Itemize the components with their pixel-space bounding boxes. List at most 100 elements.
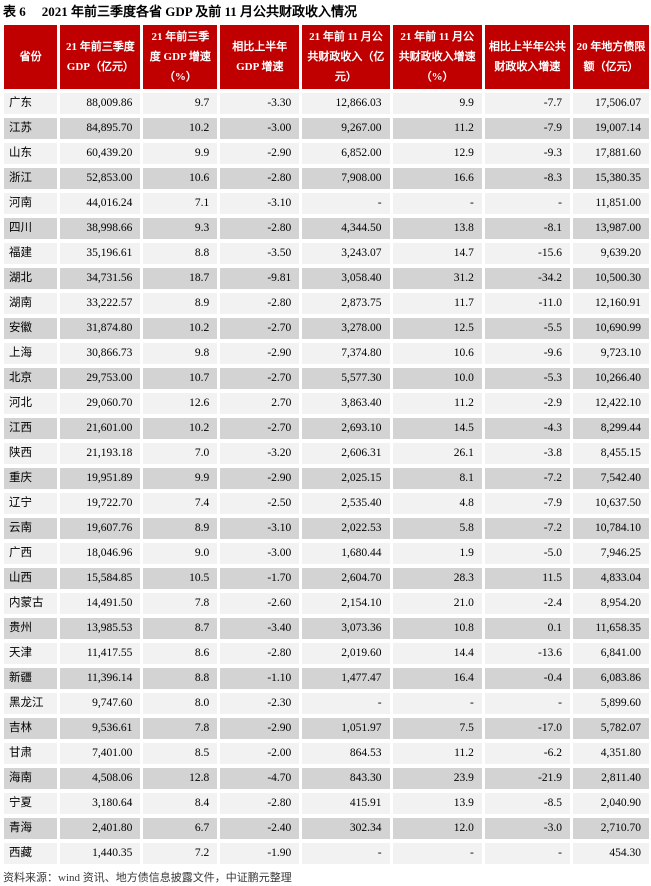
value-cell: 10,784.10 <box>573 518 649 539</box>
value-cell: 1,477.47 <box>302 668 390 689</box>
value-cell: 9.9 <box>143 468 218 489</box>
province-cell: 安徽 <box>4 318 58 339</box>
table-row: 吉林 9,536.61 7.8 -2.90 1,051.97 7.5 -17.0 5,782.… <box>4 718 649 739</box>
value-cell: 3,073.36 <box>302 618 390 639</box>
value-cell: -5.0 <box>484 543 570 564</box>
value-cell: 7,908.00 <box>302 168 390 189</box>
value-cell: 8.7 <box>143 618 218 639</box>
value-cell: -3.0 <box>484 818 570 839</box>
value-cell: 35,196.61 <box>60 243 141 264</box>
province-cell: 河南 <box>4 193 58 214</box>
value-cell: 12.8 <box>143 768 218 789</box>
value-cell: 10.8 <box>392 618 482 639</box>
value-cell: 7.8 <box>143 718 218 739</box>
value-cell: -7.2 <box>484 468 570 489</box>
value-cell: 12.0 <box>392 818 482 839</box>
value-cell: 9,267.00 <box>302 118 390 139</box>
column-header-6: 相比上半年公共财政收入增速 <box>484 25 570 89</box>
province-cell: 四川 <box>4 218 58 239</box>
table-row: 重庆 19,951.89 9.9 -2.90 2,025.15 8.1 -7.2 7,542.… <box>4 468 649 489</box>
value-cell: 8,455.15 <box>573 443 649 464</box>
value-cell: 11,396.14 <box>60 668 141 689</box>
table-row: 北京 29,753.00 10.7 -2.70 5,577.30 10.0 -5.3 10,2… <box>4 368 649 389</box>
value-cell: -15.6 <box>484 243 570 264</box>
value-cell: 10.2 <box>143 118 218 139</box>
value-cell: 8.8 <box>143 668 218 689</box>
value-cell: -3.40 <box>220 618 300 639</box>
value-cell: 19,607.76 <box>60 518 141 539</box>
value-cell: 2,535.40 <box>302 493 390 514</box>
value-cell: 7,401.00 <box>60 743 141 764</box>
value-cell: 6.7 <box>143 818 218 839</box>
value-cell: 2,401.80 <box>60 818 141 839</box>
value-cell: 14.4 <box>392 643 482 664</box>
value-cell: 15,584.85 <box>60 568 141 589</box>
value-cell: -34.2 <box>484 268 570 289</box>
value-cell: -7.9 <box>484 493 570 514</box>
value-cell: -17.0 <box>484 718 570 739</box>
value-cell: -3.8 <box>484 443 570 464</box>
value-cell: 28.3 <box>392 568 482 589</box>
value-cell: 12.6 <box>143 393 218 414</box>
value-cell: 2,019.60 <box>302 643 390 664</box>
value-cell: 454.30 <box>573 843 649 864</box>
value-cell: 13.9 <box>392 793 482 814</box>
value-cell: 2,154.10 <box>302 593 390 614</box>
table-header-row: 省份 21 年前三季度 GDP（亿元） 21 年前三季度 GDP 增速（%） 相比上半… <box>4 25 649 89</box>
value-cell: 3,058.40 <box>302 268 390 289</box>
value-cell: -2.40 <box>220 818 300 839</box>
value-cell: 16.6 <box>392 168 482 189</box>
value-cell: 10,266.40 <box>573 368 649 389</box>
value-cell: 10.2 <box>143 318 218 339</box>
value-cell: -2.9 <box>484 393 570 414</box>
table-row: 青海 2,401.80 6.7 -2.40 302.34 12.0 -3.0 2,710.70 <box>4 818 649 839</box>
value-cell: 8.5 <box>143 743 218 764</box>
source-note: 资料来源：wind 资讯、地方债信息披露文件，中证鹏元整理 <box>3 872 292 884</box>
value-cell: 10.0 <box>392 368 482 389</box>
value-cell: -2.30 <box>220 693 300 714</box>
value-cell: 19,007.14 <box>573 118 649 139</box>
table-row: 宁夏 3,180.64 8.4 -2.80 415.91 13.9 -8.5 2,040.90 <box>4 793 649 814</box>
value-cell: -2.70 <box>220 318 300 339</box>
value-cell: 9,639.20 <box>573 243 649 264</box>
province-cell: 贵州 <box>4 618 58 639</box>
value-cell: -2.80 <box>220 293 300 314</box>
province-cell: 辽宁 <box>4 493 58 514</box>
province-cell: 江西 <box>4 418 58 439</box>
value-cell: -3.30 <box>220 93 300 114</box>
value-cell: - <box>392 693 482 714</box>
value-cell: 10.7 <box>143 368 218 389</box>
table-row: 辽宁 19,722.70 7.4 -2.50 2,535.40 4.8 -7.9 10,637… <box>4 493 649 514</box>
value-cell: -5.3 <box>484 368 570 389</box>
value-cell: 13,985.53 <box>60 618 141 639</box>
value-cell: 5,899.60 <box>573 693 649 714</box>
value-cell: -2.70 <box>220 368 300 389</box>
value-cell: 1,440.35 <box>60 843 141 864</box>
value-cell: -2.70 <box>220 418 300 439</box>
value-cell: 16.4 <box>392 668 482 689</box>
value-cell: -9.3 <box>484 143 570 164</box>
value-cell: 14.5 <box>392 418 482 439</box>
table-row: 贵州 13,985.53 8.7 -3.40 3,073.36 10.8 0.1 11,658… <box>4 618 649 639</box>
value-cell: -8.1 <box>484 218 570 239</box>
value-cell: - <box>302 193 390 214</box>
value-cell: -11.0 <box>484 293 570 314</box>
value-cell: 10.5 <box>143 568 218 589</box>
value-cell: 7.1 <box>143 193 218 214</box>
province-cell: 宁夏 <box>4 793 58 814</box>
value-cell: -2.90 <box>220 718 300 739</box>
value-cell: 13,987.00 <box>573 218 649 239</box>
value-cell: 17,881.60 <box>573 143 649 164</box>
value-cell: -0.4 <box>484 668 570 689</box>
value-cell: 5.8 <box>392 518 482 539</box>
province-cell: 湖北 <box>4 268 58 289</box>
column-header-4: 21 年前 11 月公共财政收入（亿元） <box>302 25 390 89</box>
value-cell: 14,491.50 <box>60 593 141 614</box>
value-cell: -7.7 <box>484 93 570 114</box>
value-cell: 7,946.25 <box>573 543 649 564</box>
value-cell: 84,895.70 <box>60 118 141 139</box>
value-cell: 9.9 <box>143 143 218 164</box>
value-cell: -1.90 <box>220 843 300 864</box>
value-cell: 9.9 <box>392 93 482 114</box>
value-cell: 9.3 <box>143 218 218 239</box>
